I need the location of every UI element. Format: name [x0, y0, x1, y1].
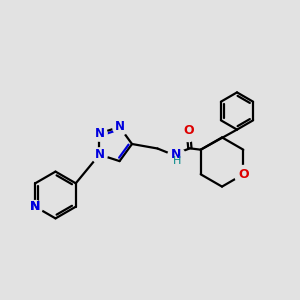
- Text: N: N: [94, 127, 104, 140]
- Text: O: O: [183, 124, 194, 137]
- Text: N: N: [171, 148, 181, 161]
- Text: N: N: [115, 120, 124, 134]
- Text: N: N: [94, 148, 104, 161]
- Text: O: O: [238, 168, 249, 181]
- Text: N: N: [30, 200, 40, 213]
- Text: N: N: [30, 200, 40, 213]
- Text: H: H: [172, 156, 181, 167]
